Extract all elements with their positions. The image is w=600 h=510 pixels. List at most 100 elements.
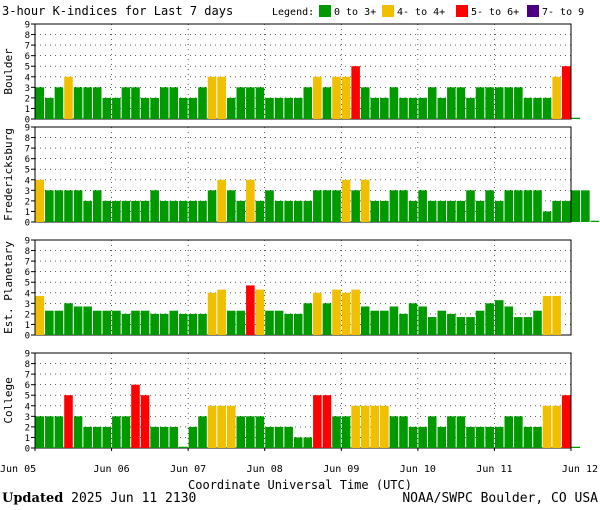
k-index-bar	[274, 97, 284, 119]
k-index-bar	[293, 313, 303, 335]
k-index-bar	[265, 97, 274, 119]
k-index-bar	[475, 426, 485, 448]
k-index-bar	[265, 190, 274, 222]
k-index-bar	[150, 426, 159, 448]
updated-timestamp: Updated 2025 Jun 11 2130	[2, 491, 196, 506]
y-tick-label: 1	[25, 208, 30, 218]
k-index-bar	[131, 384, 140, 448]
y-tick-label: 9	[25, 124, 30, 134]
panel-frame	[34, 239, 572, 336]
k-index-bar	[246, 416, 255, 448]
y-tick-label: 8	[25, 134, 30, 144]
k-index-bar	[418, 97, 427, 119]
k-index-bar	[217, 289, 226, 335]
k-index-bar	[207, 190, 217, 222]
y-tick-label: 2	[25, 423, 30, 433]
y-tick-label: 0	[25, 445, 30, 455]
k-index-bar	[408, 200, 418, 222]
k-index-bar	[198, 200, 207, 222]
k-index-bar	[64, 303, 73, 335]
k-index-bar	[236, 87, 246, 119]
x-tick-label: Jun 08	[247, 464, 283, 475]
k-index-bar	[485, 426, 494, 448]
k-index-bar	[112, 310, 121, 335]
k-index-bar	[360, 179, 370, 222]
k-index-bar	[226, 97, 236, 119]
k-index-bar	[35, 87, 45, 119]
credit-text: NOAA/SWPC Boulder, CO USA	[402, 491, 598, 506]
y-tick-label: 7	[25, 258, 30, 268]
k-index-bar	[533, 426, 542, 448]
k-index-bar	[207, 292, 217, 335]
y-tick-label: 8	[25, 31, 30, 41]
k-index-bar	[360, 87, 370, 119]
k-index-bar	[427, 87, 437, 119]
k-index-bar	[284, 97, 293, 119]
panel-frame	[34, 352, 572, 449]
y-tick-label: 5	[25, 392, 30, 402]
k-index-bar	[92, 426, 102, 448]
k-index-bar	[246, 179, 255, 222]
k-index-bar	[207, 405, 217, 448]
k-index-bar	[533, 97, 542, 119]
k-index-bar	[303, 303, 313, 335]
k-index-bar	[169, 310, 179, 335]
k-index-bar	[322, 190, 332, 222]
k-index-bar	[552, 200, 561, 222]
y-tick-label: 4	[25, 402, 30, 412]
y-tick-label: 8	[25, 247, 30, 257]
k-index-bar	[389, 306, 399, 335]
k-index-bar	[533, 310, 542, 335]
k-index-bar	[341, 292, 351, 335]
y-tick-label: 4	[25, 73, 30, 83]
k-index-bar	[179, 313, 188, 335]
x-tick-label: Jun 12	[562, 464, 598, 475]
k-index-bar	[140, 97, 150, 119]
k-index-bar	[198, 87, 207, 119]
k-index-bar	[514, 190, 523, 222]
k-index-bar	[284, 200, 293, 222]
k-index-bar	[121, 313, 131, 335]
k-index-bar	[313, 292, 322, 335]
k-index-bar	[131, 310, 140, 335]
k-index-bar	[102, 200, 112, 222]
k-index-bar	[179, 97, 188, 119]
k-index-bar	[198, 313, 207, 335]
k-index-bar	[303, 87, 313, 119]
k-index-bar	[64, 190, 73, 222]
updated-value: 2025 Jun 11 2130	[71, 491, 197, 506]
k-index-bar	[64, 76, 73, 119]
k-index-bar	[437, 310, 447, 335]
k-index-bar	[542, 405, 552, 448]
k-index-bar	[217, 179, 226, 222]
k-index-bar	[447, 313, 456, 335]
panel-label: Est. Planetary	[2, 241, 15, 334]
y-tick-label: 2	[25, 197, 30, 207]
k-index-bar	[217, 76, 226, 119]
k-index-bar	[140, 310, 150, 335]
k-index-bar	[313, 76, 322, 119]
k-index-bar	[370, 405, 380, 448]
k-index-bar	[389, 416, 399, 448]
k-index-bar	[150, 190, 159, 222]
y-tick-label: 5	[25, 63, 30, 73]
k-index-bar	[542, 295, 552, 335]
y-tick-label: 0	[25, 332, 30, 342]
x-tick-label: Jun 09	[323, 464, 359, 475]
k-index-bar	[466, 190, 475, 222]
k-index-bar	[112, 97, 121, 119]
y-tick-label: 7	[25, 145, 30, 155]
k-index-bar	[274, 310, 284, 335]
k-index-bar	[188, 200, 198, 222]
k-index-bar	[265, 426, 274, 448]
x-axis: Jun 05 Jun 06 Jun 07 Jun 08 Jun 09 Jun 10 Jun …	[0, 448, 598, 475]
y-tick-label: 2	[25, 94, 30, 104]
k-index-bar	[466, 97, 475, 119]
legend-label: 4- to 4+	[397, 7, 445, 18]
k-index-bar	[456, 416, 466, 448]
k-index-bar	[533, 190, 542, 222]
legend-swatch	[456, 5, 468, 17]
k-index-bar	[293, 200, 303, 222]
k-index-bar	[408, 97, 418, 119]
